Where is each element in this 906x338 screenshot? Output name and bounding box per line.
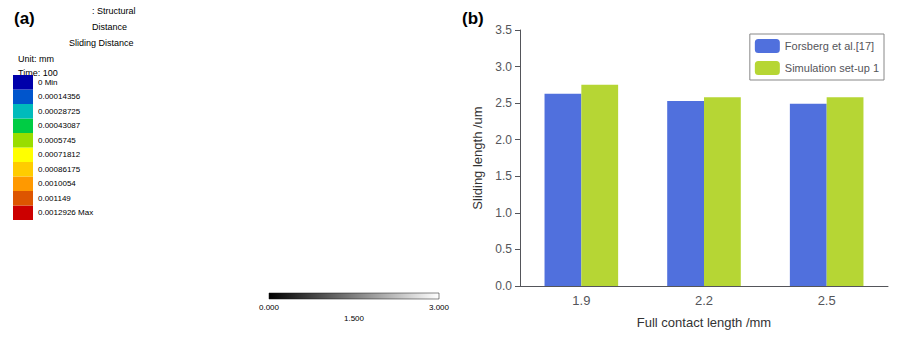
svg-text:3.5: 3.5 xyxy=(495,23,512,37)
svg-text:0.5: 0.5 xyxy=(495,242,512,256)
svg-text:1.500: 1.500 xyxy=(344,314,365,323)
svg-text:3.0: 3.0 xyxy=(495,60,512,74)
svg-text:1.9: 1.9 xyxy=(572,293,590,308)
svg-text:0.00028725: 0.00028725 xyxy=(38,107,81,116)
svg-text:Distance: Distance xyxy=(92,22,127,32)
svg-text:0.00043087: 0.00043087 xyxy=(38,121,81,130)
svg-text:2.5: 2.5 xyxy=(495,96,512,110)
svg-text:0.00071812: 0.00071812 xyxy=(38,150,81,159)
svg-text:Forsberg et al.[17]: Forsberg et al.[17] xyxy=(785,40,874,52)
svg-text:0.00086175: 0.00086175 xyxy=(38,165,81,174)
svg-text:0.0012926 Max: 0.0012926 Max xyxy=(38,208,93,217)
svg-text:1.5: 1.5 xyxy=(495,169,512,183)
svg-text:0.00014356: 0.00014356 xyxy=(38,92,81,101)
svg-text:(b): (b) xyxy=(462,9,484,28)
svg-text:0.0010054: 0.0010054 xyxy=(38,179,76,188)
svg-text:0.0: 0.0 xyxy=(495,279,512,293)
svg-text:Time: 100: Time: 100 xyxy=(18,67,58,78)
svg-text:(a): (a) xyxy=(14,9,35,28)
svg-text:: Structural: : Structural xyxy=(92,6,136,16)
svg-text:0.001149: 0.001149 xyxy=(38,194,71,203)
svg-text:Simulation set-up 1: Simulation set-up 1 xyxy=(785,62,879,74)
svg-text:Unit: mm: Unit: mm xyxy=(18,54,54,64)
svg-text:2.2: 2.2 xyxy=(695,293,713,308)
svg-text:0.0005745: 0.0005745 xyxy=(38,136,76,145)
svg-text:0 Min: 0 Min xyxy=(38,78,58,87)
svg-text:3.000: 3.000 xyxy=(429,303,450,312)
svg-text:1.0: 1.0 xyxy=(495,206,512,220)
svg-text:0.000: 0.000 xyxy=(259,303,280,312)
svg-text:Sliding Distance: Sliding Distance xyxy=(69,38,134,48)
svg-text:Sliding length /um: Sliding length /um xyxy=(470,106,485,209)
svg-text:2.5: 2.5 xyxy=(818,293,836,308)
svg-text:2.0: 2.0 xyxy=(495,133,512,147)
svg-text:Full contact length /mm: Full contact length /mm xyxy=(637,315,771,330)
